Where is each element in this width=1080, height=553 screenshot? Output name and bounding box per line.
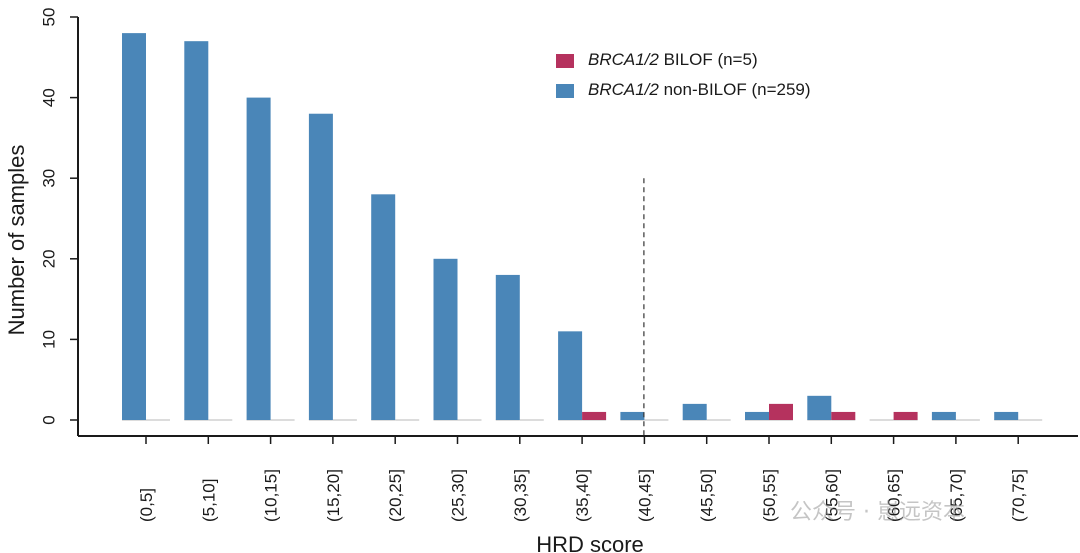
bar-non-bilof [433,258,458,420]
bars-layer [122,33,1043,421]
x-tick-label: (40,45] [635,469,654,522]
watermark-text: 公众号 · 崽远资本 [790,500,965,525]
y-axis: 0 10 20 30 40 50 [39,8,79,436]
x-axis: (0,5] (5,10] (10,15] (15,20] (20,25] (25,30] (… [78,435,1078,522]
legend-label-bilof-gene: BRCA1/2 [588,50,659,69]
y-tick-label: 50 [39,8,58,27]
legend-swatch-non-bilof [556,84,574,98]
bar-non-bilof [558,331,583,420]
y-tick-label: 20 [39,249,58,268]
bar-bilof [893,411,918,420]
bar-non-bilof [246,97,271,420]
x-tick-label: (50,55] [760,469,779,522]
legend-label-non-bilof-gene: BRCA1/2 [588,80,659,99]
y-tick-label: 10 [39,330,58,349]
bar-non-bilof [308,113,333,420]
y-tick-label: 40 [39,88,58,107]
bar-bilof [769,403,793,420]
bar-non-bilof [745,411,769,420]
legend-label-bilof: BRCA1/2 BILOF (n=5) [588,50,758,70]
x-tick-label: (30,35] [511,469,530,522]
y-axis-label: Number of samples [4,145,29,336]
bar-non-bilof [495,274,520,420]
x-tick-label: (25,30] [449,469,468,522]
x-tick-label: (10,15] [262,469,281,522]
bar-non-bilof [371,194,396,420]
bar-non-bilof [682,403,707,420]
bar-non-bilof [994,411,1019,420]
bar-non-bilof [931,411,956,420]
y-tick-label: 0 [39,415,58,424]
bar-non-bilof [184,41,209,421]
x-tick-label: (65,70] [947,469,966,522]
x-tick-label: (0,5] [137,488,156,522]
legend-label-non-bilof: BRCA1/2 non-BILOF (n=259) [588,80,811,100]
bar-non-bilof [122,33,146,421]
x-tick-label: (55,60] [822,469,841,522]
x-tick-label: (15,20] [324,469,343,522]
y-tick-label: 30 [39,169,58,188]
x-tick-label: (70,75] [1009,469,1028,522]
legend-swatch-bilof [556,54,574,68]
legend [556,54,574,98]
x-tick-label: (5,10] [199,479,218,522]
bar-bilof [831,411,856,420]
bar-bilof [582,411,607,420]
x-tick-label: (35,40] [573,469,592,522]
x-tick-label: (60,65] [885,469,904,522]
x-tick-label: (45,50] [698,469,717,522]
legend-label-bilof-rest: BILOF (n=5) [658,50,758,69]
bar-non-bilof [620,411,645,420]
legend-label-non-bilof-rest: non-BILOF (n=259) [658,80,811,99]
bar-non-bilof [807,395,832,420]
x-tick-label: (20,25] [386,469,405,522]
x-axis-label: HRD score [536,532,644,553]
